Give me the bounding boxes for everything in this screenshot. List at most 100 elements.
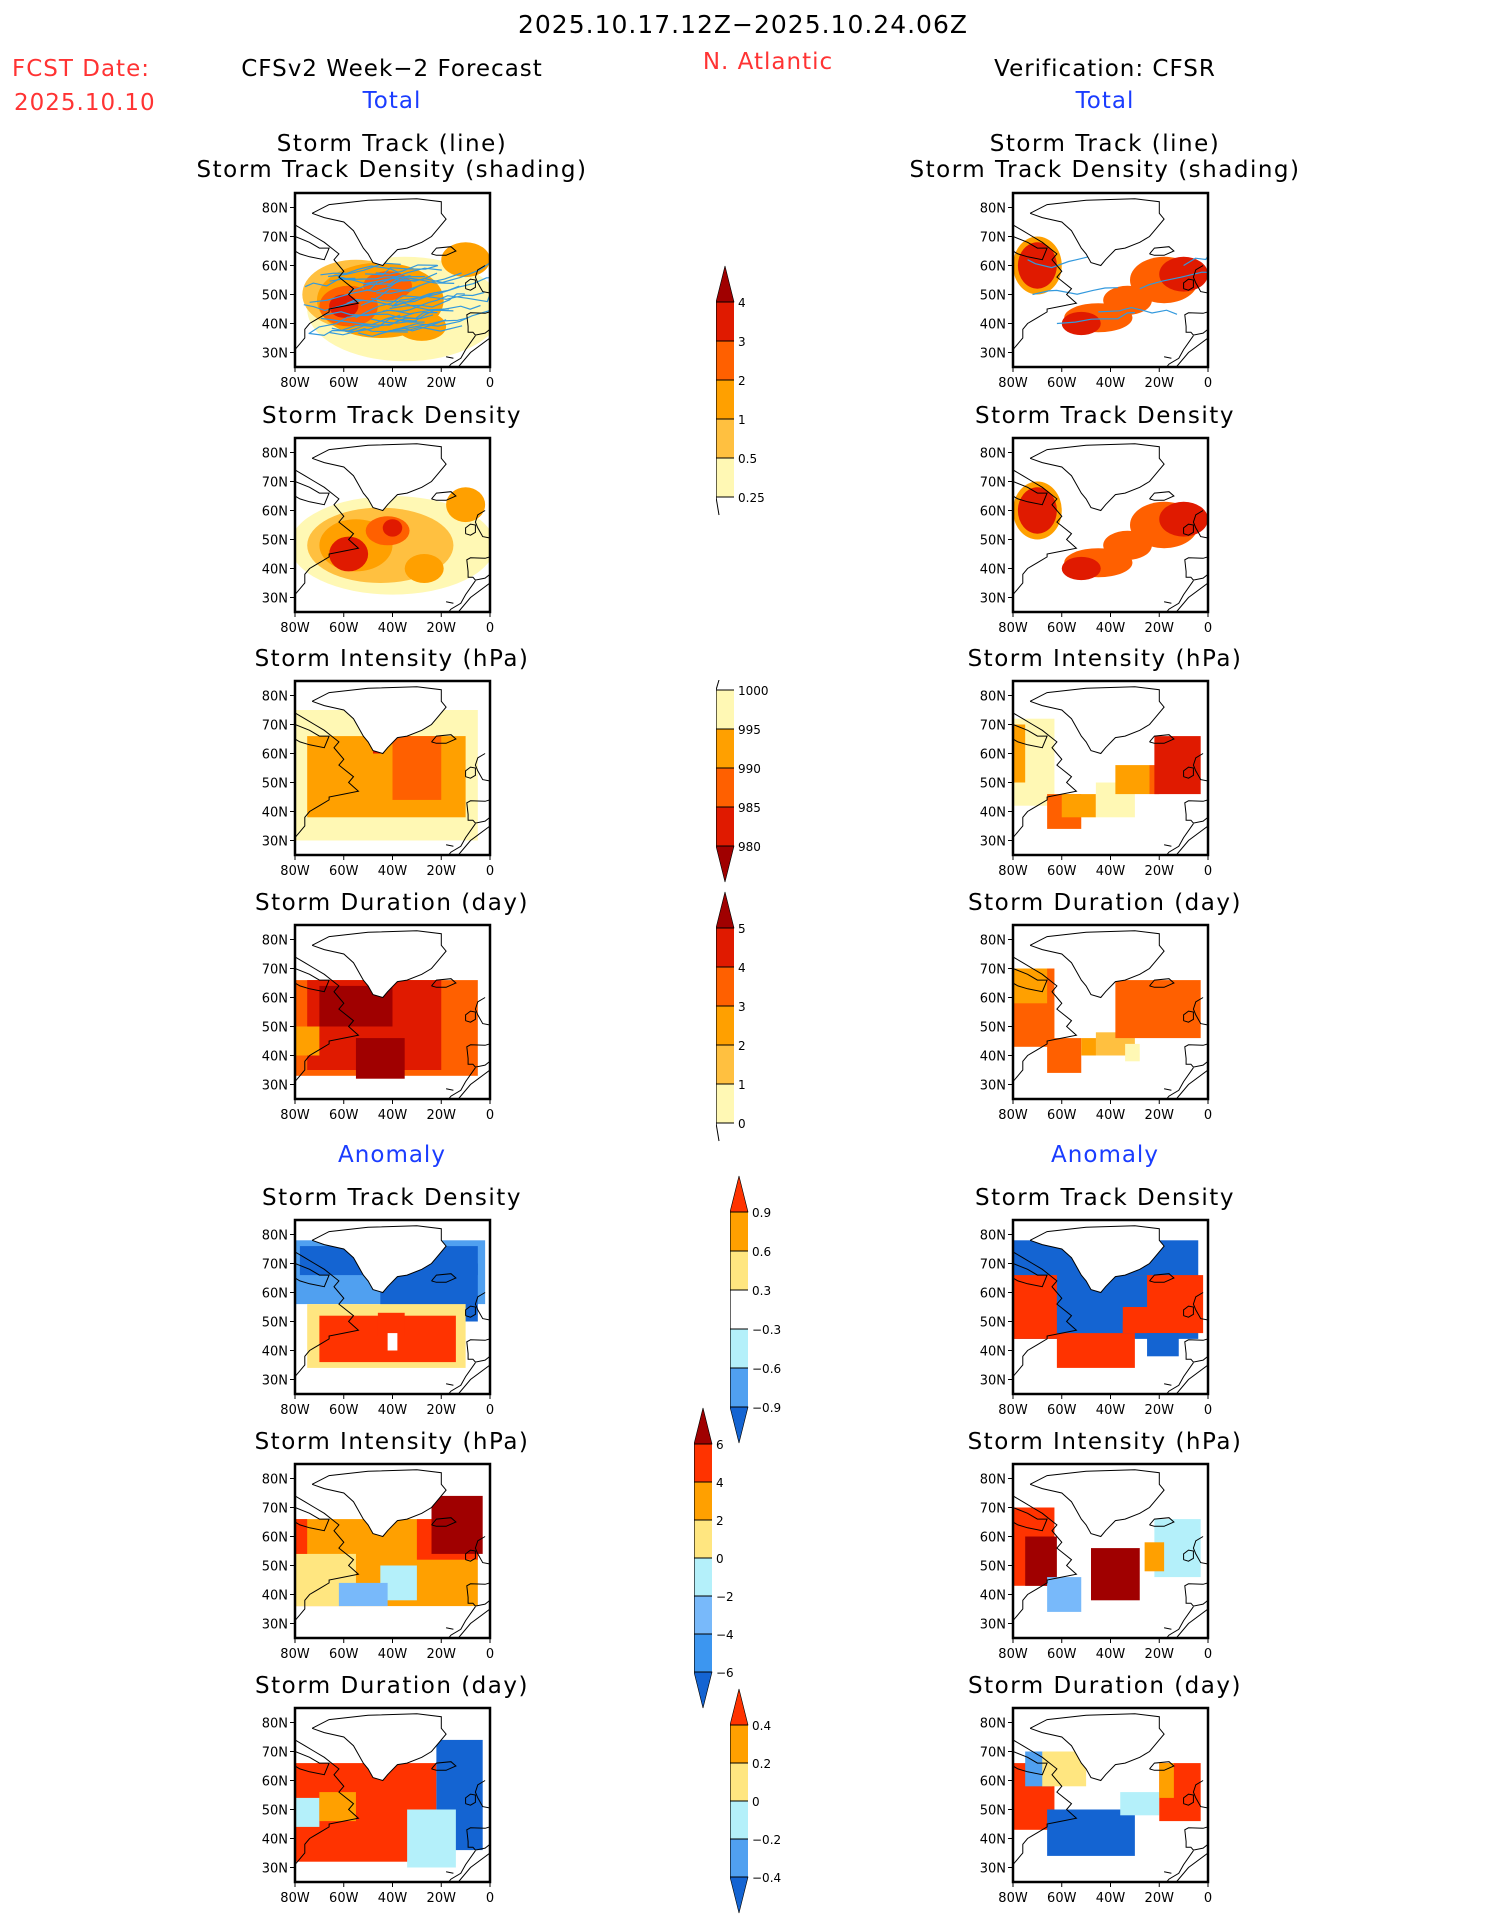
- lat-tick-label: 70N: [262, 1258, 288, 1273]
- coastline: [1163, 356, 1172, 359]
- lat-tick-label: 60N: [262, 992, 288, 1007]
- map-svg: 80N 70N 60N 50N 40N 30N 80W 60W 40W 20W 0: [980, 436, 1212, 636]
- right-total-label: Total: [1075, 88, 1135, 114]
- lat-tick-label: 60N: [262, 1531, 288, 1546]
- coastline: [1013, 1251, 1078, 1377]
- colorbar-segment: [716, 302, 734, 341]
- colorbar-label: −2: [716, 1590, 734, 1604]
- colorbar-leader-line: [715, 496, 720, 516]
- coastline: [1013, 481, 1048, 506]
- colorbar-label: −0.9: [752, 1401, 781, 1415]
- coastline: [1184, 1043, 1208, 1068]
- coastline: [1159, 823, 1208, 855]
- lat-tick-label: 80N: [980, 1229, 1006, 1244]
- coastline: [1013, 469, 1078, 595]
- lat-tick-label: 60N: [980, 260, 1006, 275]
- grid-cell: [295, 1026, 320, 1056]
- colorbar-label: 1000: [738, 684, 769, 698]
- map-panel-verif-intensity-anom: 80N 70N 60N 50N 40N 30N 80W 60W 40W 20W 0: [968, 1461, 1228, 1670]
- lat-tick-label: 70N: [262, 476, 288, 491]
- coastline: [474, 1780, 490, 1809]
- left-intensity-anom-title: Storm Intensity (hPa): [254, 1429, 530, 1455]
- storm-track-line: [1032, 287, 1119, 296]
- coastline: [1192, 1536, 1208, 1565]
- lat-tick-label: 50N: [262, 289, 288, 304]
- colorbar-segment: [694, 1520, 712, 1558]
- greenland-outline: [1029, 930, 1165, 999]
- coastline: [1013, 968, 1048, 993]
- density-contour: [404, 554, 444, 583]
- colorbar-svg: 0.9 0.6 0.3 −0.3 −0.6 −0.9: [729, 1175, 781, 1444]
- colorbar-label: 3: [738, 1000, 746, 1014]
- coastline: [1013, 1507, 1048, 1532]
- density-contour: [1103, 285, 1152, 315]
- coastline: [1159, 580, 1208, 612]
- coastline: [431, 1517, 457, 1527]
- colorbar-segment: [694, 1634, 712, 1672]
- coastlines: [295, 1469, 490, 1638]
- coastline: [466, 1582, 490, 1607]
- coastline: [295, 1751, 330, 1776]
- grid-cell: [407, 1809, 456, 1868]
- lat-tick-label: 70N: [980, 1746, 1006, 1761]
- grid-cell: [1013, 1275, 1057, 1339]
- lat-tick-label: 40N: [262, 806, 288, 821]
- coastlines: [1013, 930, 1208, 1099]
- colorbar-label: 0: [738, 1117, 746, 1131]
- lon-tick-label: 60W: [1047, 376, 1077, 391]
- lon-tick-label: 20W: [1145, 1108, 1175, 1123]
- lon-tick-label: 80W: [280, 1403, 310, 1418]
- colorbar-segment: [716, 458, 734, 497]
- map-panel-forecast-intensity: 80N 70N 60N 50N 40N 30N 80W 60W 40W 20W 0: [250, 678, 510, 887]
- colorbar-track-density-anomaly: 0.9 0.6 0.3 −0.3 −0.6 −0.9: [729, 1172, 810, 1455]
- lon-tick-label: 40W: [378, 864, 408, 879]
- coastline: [1159, 1850, 1208, 1882]
- coastline: [1159, 1606, 1208, 1638]
- map-svg: 80N 70N 60N 50N 40N 30N 80W 60W 40W 20W 0: [262, 1462, 494, 1662]
- coastline: [1183, 523, 1194, 536]
- lon-tick-label: 80W: [280, 1891, 310, 1906]
- lat-tick-label: 40N: [980, 563, 1006, 578]
- lon-tick-label: 0: [486, 1108, 494, 1123]
- coastline: [474, 753, 490, 782]
- lat-tick-label: 40N: [262, 318, 288, 333]
- lon-tick-label: 60W: [1047, 1647, 1077, 1662]
- storm-track-line: [348, 275, 411, 293]
- right-duration-anom-title: Storm Duration (day): [968, 1673, 1242, 1699]
- colorbar-svg: 0.4 0.2 0 −0.2 −0.4: [729, 1688, 781, 1914]
- shading-layer: [1013, 1225, 1208, 1394]
- lat-tick-label: 70N: [262, 1746, 288, 1761]
- coastline: [466, 799, 490, 824]
- coastline: [1159, 335, 1208, 367]
- lon-tick-label: 80W: [998, 864, 1028, 879]
- storm-track-line: [309, 312, 415, 334]
- left-column-title: CFSv2 Week−2 Forecast: [241, 56, 543, 82]
- greenland-outline: [311, 1713, 447, 1782]
- lat-tick-label: 30N: [980, 592, 1006, 607]
- coastline: [295, 956, 360, 1082]
- coastline: [441, 823, 490, 855]
- colorbar-segment: [730, 1212, 748, 1251]
- coastline: [431, 246, 457, 256]
- right-density-anom-title: Storm Track Density: [975, 1185, 1235, 1211]
- lat-tick-label: 70N: [980, 963, 1006, 978]
- coastline: [445, 1871, 454, 1874]
- coastline: [1013, 1495, 1078, 1621]
- grid-cell: [1159, 1763, 1174, 1798]
- storm-track-line: [365, 264, 439, 276]
- grid-cell: [1091, 1548, 1140, 1601]
- colorbar-segment: [730, 1725, 748, 1763]
- lon-tick-label: 40W: [378, 1891, 408, 1906]
- coastline: [1183, 1549, 1194, 1562]
- map-svg: 80N 70N 60N 50N 40N 30N 80W 60W 40W 20W 0: [980, 1218, 1212, 1418]
- coastline: [295, 1495, 360, 1621]
- coastline: [1013, 1739, 1078, 1865]
- lat-tick-label: 50N: [262, 777, 288, 792]
- lon-tick-label: 60W: [1047, 864, 1077, 879]
- coastline: [466, 1043, 490, 1068]
- coastline: [1163, 1871, 1172, 1874]
- map-svg: 80N 70N 60N 50N 40N 30N 80W 60W 40W 20W 0: [262, 436, 494, 636]
- colorbar-intensity-anomaly: 6 4 2 0 −2 −4 −6: [693, 1404, 774, 1720]
- colorbar-label: 0: [716, 1552, 724, 1566]
- coastline: [1159, 1067, 1208, 1099]
